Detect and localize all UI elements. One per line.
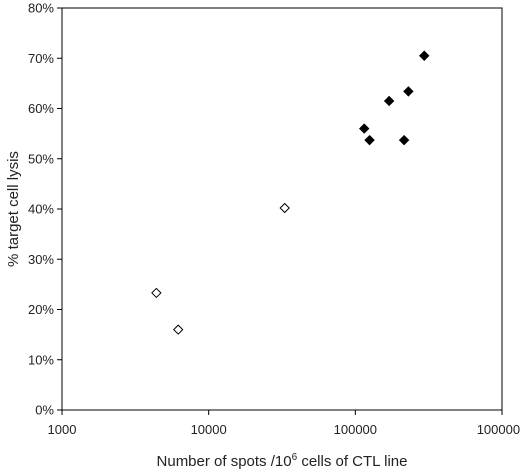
y-tick-label: 70% (28, 51, 54, 66)
data-points (151, 50, 430, 335)
filled-diamond-point (383, 95, 395, 107)
x-axis-title-superscript: 6 (292, 452, 298, 463)
y-tick-label: 50% (28, 151, 54, 166)
y-tick-label: 30% (28, 252, 54, 267)
filled-diamond-point (364, 134, 375, 146)
open-diamond-point (151, 287, 162, 299)
x-axis: 1000 10000 100000 1000000 (48, 410, 520, 437)
x-axis-title-prefix: Number of spots /10 (157, 453, 292, 470)
x-tick-label: 10000 (191, 422, 227, 437)
y-tick-label: 80% (28, 1, 54, 16)
filled-diamond-point (359, 123, 370, 134)
filled-diamond-point (419, 50, 430, 61)
filled-diamond-point (398, 134, 410, 146)
x-axis-title: Number of spots /106 cells of CTL line (157, 452, 408, 470)
x-axis-title-suffix: cells of CTL line (297, 453, 407, 470)
x-tick-label: 1000000 (477, 422, 520, 437)
x-tick-label: 1000 (48, 422, 77, 437)
y-tick-label: 20% (28, 302, 54, 317)
y-tick-label: 60% (28, 101, 54, 116)
open-diamond-point (173, 324, 184, 335)
y-axis: 0% 10% 20% 30% 40% 50% 60% 70% 80% (28, 1, 62, 418)
filled-diamond-point (403, 86, 414, 97)
y-axis-title: % target cell lysis (5, 151, 22, 267)
y-tick-label: 0% (35, 403, 54, 418)
y-tick-label: 10% (28, 352, 54, 367)
y-tick-label: 40% (28, 202, 54, 217)
open-diamond-point (279, 202, 290, 214)
x-tick-label: 100000 (334, 422, 377, 437)
